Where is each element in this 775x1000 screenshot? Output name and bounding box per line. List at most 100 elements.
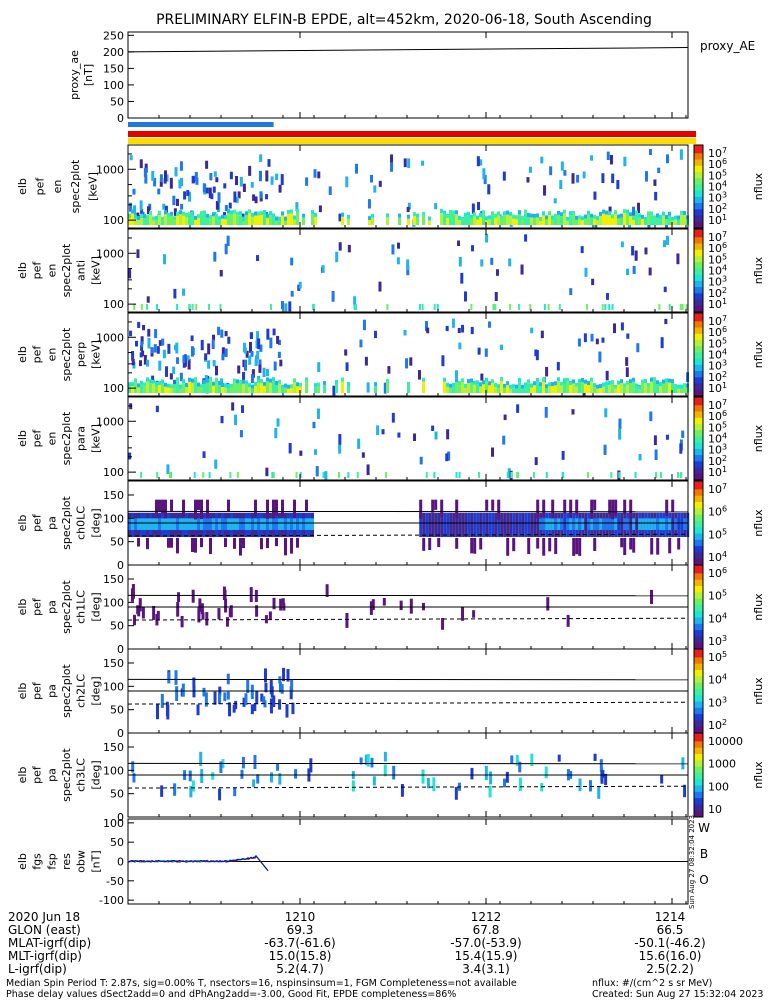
energy-spectrogram-0-cbar-seg [694,159,703,163]
pitch-angle-pixel [557,754,561,762]
energy-spectrogram-3-frame [127,396,689,481]
spectrogram-pixel [413,216,416,225]
pitch-angle-pixel [209,518,212,530]
energy-spectrogram-3-cbar-seg [694,438,703,442]
pitch-angle-pixel [224,598,228,613]
spectrogram-pixel [676,472,679,478]
spectrogram-pixel [271,472,274,478]
spectrogram-pixel [553,198,557,204]
energy-spectrogram-0-cbar-seg [694,167,703,171]
spectrogram-pixel [603,444,607,455]
pitch-angle-pixel [278,682,282,693]
spectrogram-pixel [629,212,632,217]
spectrogram-pixel [137,383,140,388]
pitch-angle-pixel [419,512,423,537]
spectrogram-pixel [254,381,257,386]
pitch-angle-pixel [296,518,299,530]
spectrogram-pixel [503,387,506,393]
energy-spectrogram-0-cbar-seg [694,221,703,225]
spectrogram-pixel [248,383,251,388]
spectrogram-pixel [378,281,382,292]
spectrogram-pixel [551,215,554,220]
spectrogram-pixel [542,211,545,216]
pitch-angle-panel-3-cbar-seg [694,777,703,780]
energy-spectrogram-0-cbar-seg [694,155,703,158]
pitch-angle-pixel [572,518,576,530]
energy-spectrogram-0-cbar-seg [694,211,703,214]
fgs-legend-W: W [698,821,710,835]
spectrogram-pixel [209,215,212,220]
spectrogram-pixel [626,384,629,393]
spectrogram-pixel [662,379,665,384]
spectrogram-pixel [445,325,449,332]
spectrogram-pixel [601,304,604,310]
spectrogram-pixel [149,383,152,393]
spectrogram-pixel [169,177,173,189]
spectrogram-pixel [665,434,669,440]
pitch-angle-pixel [156,704,160,720]
spectrogram-pixel [221,214,224,219]
pitch-angle-pixel [137,537,140,547]
spectrogram-pixel [209,173,213,181]
pitch-angle-pixel [560,518,564,530]
spectrogram-pixel [347,214,350,219]
fgs-panel-ylabel-0: elb [16,853,29,870]
energy-spectrogram-3-cbar-seg [694,401,703,404]
spectrogram-pixel [143,167,147,177]
pitch-angle-panel-1-cbar-seg [694,619,703,623]
energy-spectrogram-2-cbar-frame [693,312,704,397]
pitch-angle-pixel [223,692,227,702]
energy-spectrogram-1-cbar-seg [694,229,703,232]
spectrogram-pixel [490,257,494,265]
pitch-angle-pixel [506,512,510,537]
spectrogram-pixel [165,174,169,182]
pitch-angle-ytick-label: 0 [117,559,124,572]
energy-spectrogram-0-cbar-tick: 101 [708,213,727,227]
energy-spectrogram-3-cbar-seg [694,446,703,450]
pitch-angle-panel-3-cbar-seg [694,787,703,791]
energy-spectrogram-1-cbar-seg [694,295,703,298]
pitch-angle-pixel [230,518,233,530]
pitch-angle-panel-3-cbar-seg [694,808,703,812]
spectrogram-pixel [578,382,581,393]
pitch-angle-panel-2-cbar-seg [694,659,703,663]
energy-spectrogram-0-cbar-seg [694,165,703,169]
pitch-angle-pixel [182,518,185,530]
pitch-angle-pixel [441,618,445,630]
pitch-angle-panel-0-cbar-seg [694,504,703,507]
energy-spectrogram-2-cbar-seg [694,383,703,387]
spectrogram-pixel [278,184,282,193]
spectrogram-pixel [578,219,581,225]
energy-spectrogram-2-cbar-seg [694,337,703,341]
spectrogram-pixel [428,220,431,225]
spectrogram-pixel [226,235,230,247]
spectrogram-pixel [187,358,191,370]
spectrogram-pixel [653,215,656,220]
pitch-angle-panel-0-cbar-seg [694,502,703,505]
pitch-angle-panel-3-cbar-seg [694,791,703,795]
pitch-angle-pixel [255,605,259,617]
pitch-angle-pixel [200,537,203,548]
x-axis-row-label: MLT-igrf(dip) [8,949,82,963]
energy-spectrogram-1-cbar-seg [694,272,703,276]
spectrogram-pixel [557,377,560,382]
proxy-ae-ytick-label: 100 [103,79,124,92]
spectrogram-pixel [172,366,176,374]
pitch-angle-panel-3-cbar-seg [694,758,703,761]
spectrogram-pixel [275,381,278,386]
pitch-angle-pixel [305,499,308,512]
pitch-angle-panel-2-ylabel-3: spec2plot [60,664,73,718]
pitch-angle-pixel [584,512,588,537]
spectrogram-pixel [593,191,597,200]
spectrogram-pixel [202,472,205,478]
pitch-angle-panel-3-cbar-tick: 1000 [708,758,736,771]
spectrogram-pixel [242,371,246,381]
spectrogram-pixel [347,472,350,478]
pitch-angle-pixel [399,600,403,611]
spectrogram-pixel [167,387,170,393]
spectrogram-pixel [143,386,146,393]
pitch-angle-pixel [302,518,305,530]
spectrogram-pixel [230,210,233,215]
pitch-angle-panel-1-cbar-seg [694,617,703,621]
energy-spectrogram-1-cbar-seg [694,280,703,284]
